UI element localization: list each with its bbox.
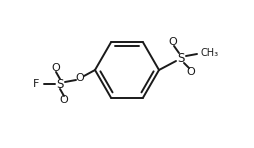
Text: S: S [56,78,64,90]
Text: O: O [76,73,84,83]
Text: O: O [52,63,60,73]
Text: CH₃: CH₃ [201,48,219,58]
Text: O: O [187,67,195,77]
Text: F: F [33,79,39,89]
Text: S: S [177,52,185,65]
Text: O: O [60,95,68,105]
Text: O: O [169,37,177,47]
